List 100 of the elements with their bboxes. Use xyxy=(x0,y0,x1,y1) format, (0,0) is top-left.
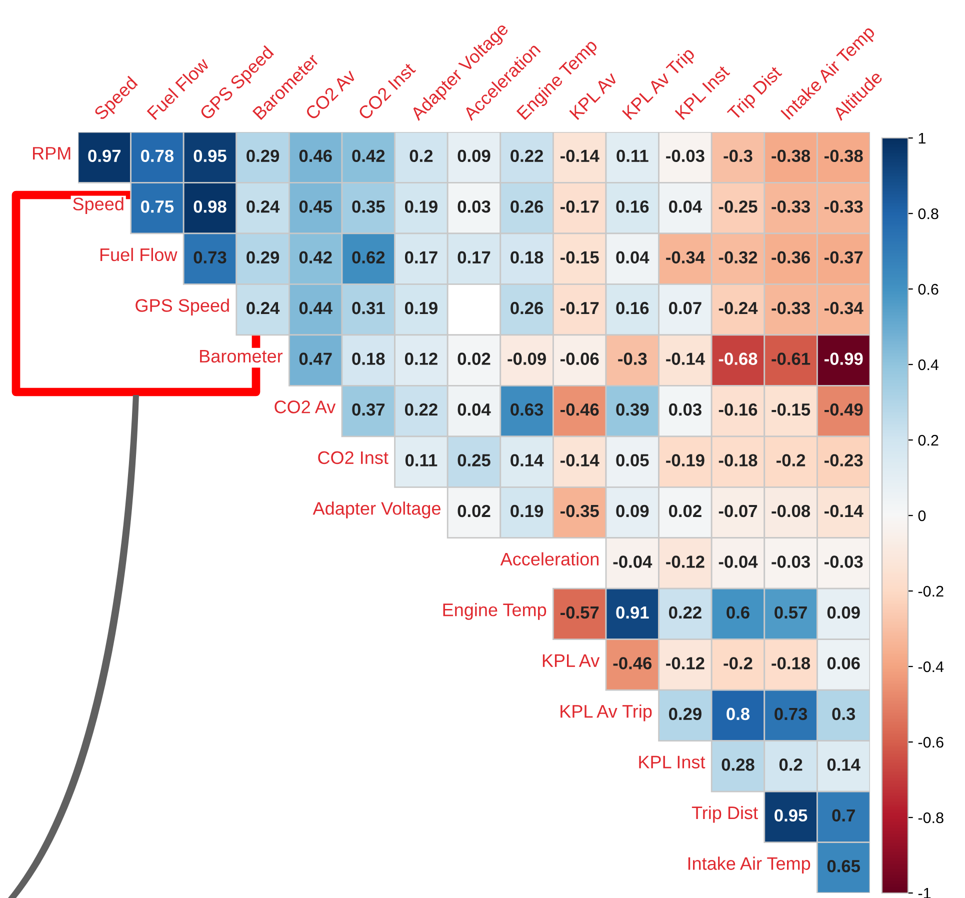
data-label: 0.47 xyxy=(299,352,332,365)
data-label: 0.04 xyxy=(458,403,491,416)
data-label: 0.95 xyxy=(194,150,226,162)
data-label: 0.98 xyxy=(194,200,226,213)
y-tick-label: RPM xyxy=(33,147,70,160)
data-label: -0.14 xyxy=(666,352,705,365)
data-label: 0.05 xyxy=(616,454,649,466)
data-label: 0.42 xyxy=(352,150,385,162)
data-label: 0.18 xyxy=(510,251,544,264)
data-label: -0.17 xyxy=(560,200,599,213)
color-bar-label: 0.2 xyxy=(918,434,938,446)
data-label: 0.16 xyxy=(616,200,649,213)
data-label: 0.8 xyxy=(726,708,750,720)
data-label: -0.06 xyxy=(560,352,599,365)
data-label: -0.16 xyxy=(718,403,758,416)
data-label: 0.65 xyxy=(827,860,860,872)
data-label: 0.73 xyxy=(194,251,226,264)
data-label: -0.49 xyxy=(824,403,863,416)
data-label: 0.42 xyxy=(299,251,332,264)
data-label: 0.91 xyxy=(616,606,649,619)
data-label: 0.09 xyxy=(458,150,490,162)
data-label: -0.57 xyxy=(560,606,599,619)
data-label: -0.04 xyxy=(718,556,758,568)
data-label: -0.07 xyxy=(718,504,758,518)
data-label: -0.14 xyxy=(560,454,600,466)
data-label: 0.12 xyxy=(404,352,438,365)
data-label: -0.38 xyxy=(824,150,863,162)
data-label: -0.37 xyxy=(824,251,863,264)
color-bar-label: -0.6 xyxy=(918,736,944,748)
data-label: 0.19 xyxy=(510,504,544,518)
data-label: -0.33 xyxy=(772,302,810,314)
data-label: -0.23 xyxy=(824,454,863,466)
data-label: -0.2 xyxy=(776,454,806,466)
data-label: -0.14 xyxy=(824,504,864,518)
data-label: 0.28 xyxy=(722,758,754,771)
data-label: 0.63 xyxy=(510,403,544,416)
data-label: -0.46 xyxy=(613,657,652,670)
data-label: 0.78 xyxy=(140,150,174,162)
data-label: 0.29 xyxy=(668,708,702,720)
data-label: -0.15 xyxy=(560,251,599,264)
data-label: -0.61 xyxy=(772,352,810,365)
data-label: 0.2 xyxy=(410,150,433,162)
data-label: 0.11 xyxy=(405,454,438,466)
color-bar-label: 1 xyxy=(918,133,926,144)
data-label: -0.03 xyxy=(824,556,863,568)
data-label: -0.04 xyxy=(613,556,652,568)
data-label: -0.24 xyxy=(718,302,758,314)
data-label: -0.46 xyxy=(560,403,599,416)
data-label: -0.08 xyxy=(772,504,810,518)
data-label: 0.14 xyxy=(827,758,860,771)
data-label: 0.46 xyxy=(299,150,332,162)
data-label: 0.03 xyxy=(668,403,702,416)
data-label: 0.09 xyxy=(616,504,649,518)
data-label: 0.25 xyxy=(458,454,490,466)
data-label: -0.68 xyxy=(718,352,758,365)
data-label: 0.22 xyxy=(510,150,543,162)
data-label: -0.34 xyxy=(666,251,705,264)
data-label: 0.95 xyxy=(774,809,808,822)
data-label: 0.26 xyxy=(510,302,544,314)
data-label: 0.97 xyxy=(88,150,121,162)
data-label: 0.2 xyxy=(779,758,802,771)
data-label: 0.14 xyxy=(510,454,544,466)
data-label: -0.35 xyxy=(560,504,599,518)
data-label: 0.06 xyxy=(827,657,860,670)
data-label: 0.62 xyxy=(352,251,385,264)
data-label: 0.44 xyxy=(299,302,332,314)
data-label: 0.02 xyxy=(668,504,702,518)
data-label: -0.38 xyxy=(772,150,810,162)
data-label: -0.18 xyxy=(718,454,758,466)
data-label: 0.37 xyxy=(352,403,385,416)
color-bar-label: -0.2 xyxy=(918,586,944,597)
data-label: 0.24 xyxy=(246,302,280,314)
data-label: 0.18 xyxy=(352,352,385,365)
data-label: -0.17 xyxy=(560,302,599,314)
data-label: 0.16 xyxy=(616,302,649,314)
data-label: -0.15 xyxy=(772,403,810,416)
data-label: 0.75 xyxy=(140,200,174,213)
data-label: -0.03 xyxy=(772,556,810,568)
data-label: -0.33 xyxy=(824,200,863,213)
data-label: 0.7 xyxy=(832,809,855,822)
data-label: 0.45 xyxy=(299,200,332,213)
color-bar-label: -0.4 xyxy=(918,661,944,672)
data-label: 0.11 xyxy=(616,150,648,162)
color-bar-label: 0.4 xyxy=(918,359,939,370)
data-label: 0.04 xyxy=(668,200,702,213)
data-label: 0.26 xyxy=(510,200,544,213)
data-label: 0.3 xyxy=(832,708,856,720)
data-label: 0.22 xyxy=(668,606,702,619)
data-label: 0.73 xyxy=(774,708,808,720)
data-label: 0.07 xyxy=(668,302,702,314)
data-label: 0.29 xyxy=(246,251,280,264)
data-label: 0.03 xyxy=(458,200,490,213)
data-label: -0.3 xyxy=(618,352,647,365)
data-label: -0.18 xyxy=(772,657,810,670)
data-label: -0.12 xyxy=(666,556,704,568)
data-label: -0.19 xyxy=(666,454,704,466)
data-label: 0.35 xyxy=(352,200,385,213)
data-label: -0.2 xyxy=(724,657,752,670)
data-label: -0.12 xyxy=(666,657,704,670)
data-label: -0.09 xyxy=(508,352,546,365)
